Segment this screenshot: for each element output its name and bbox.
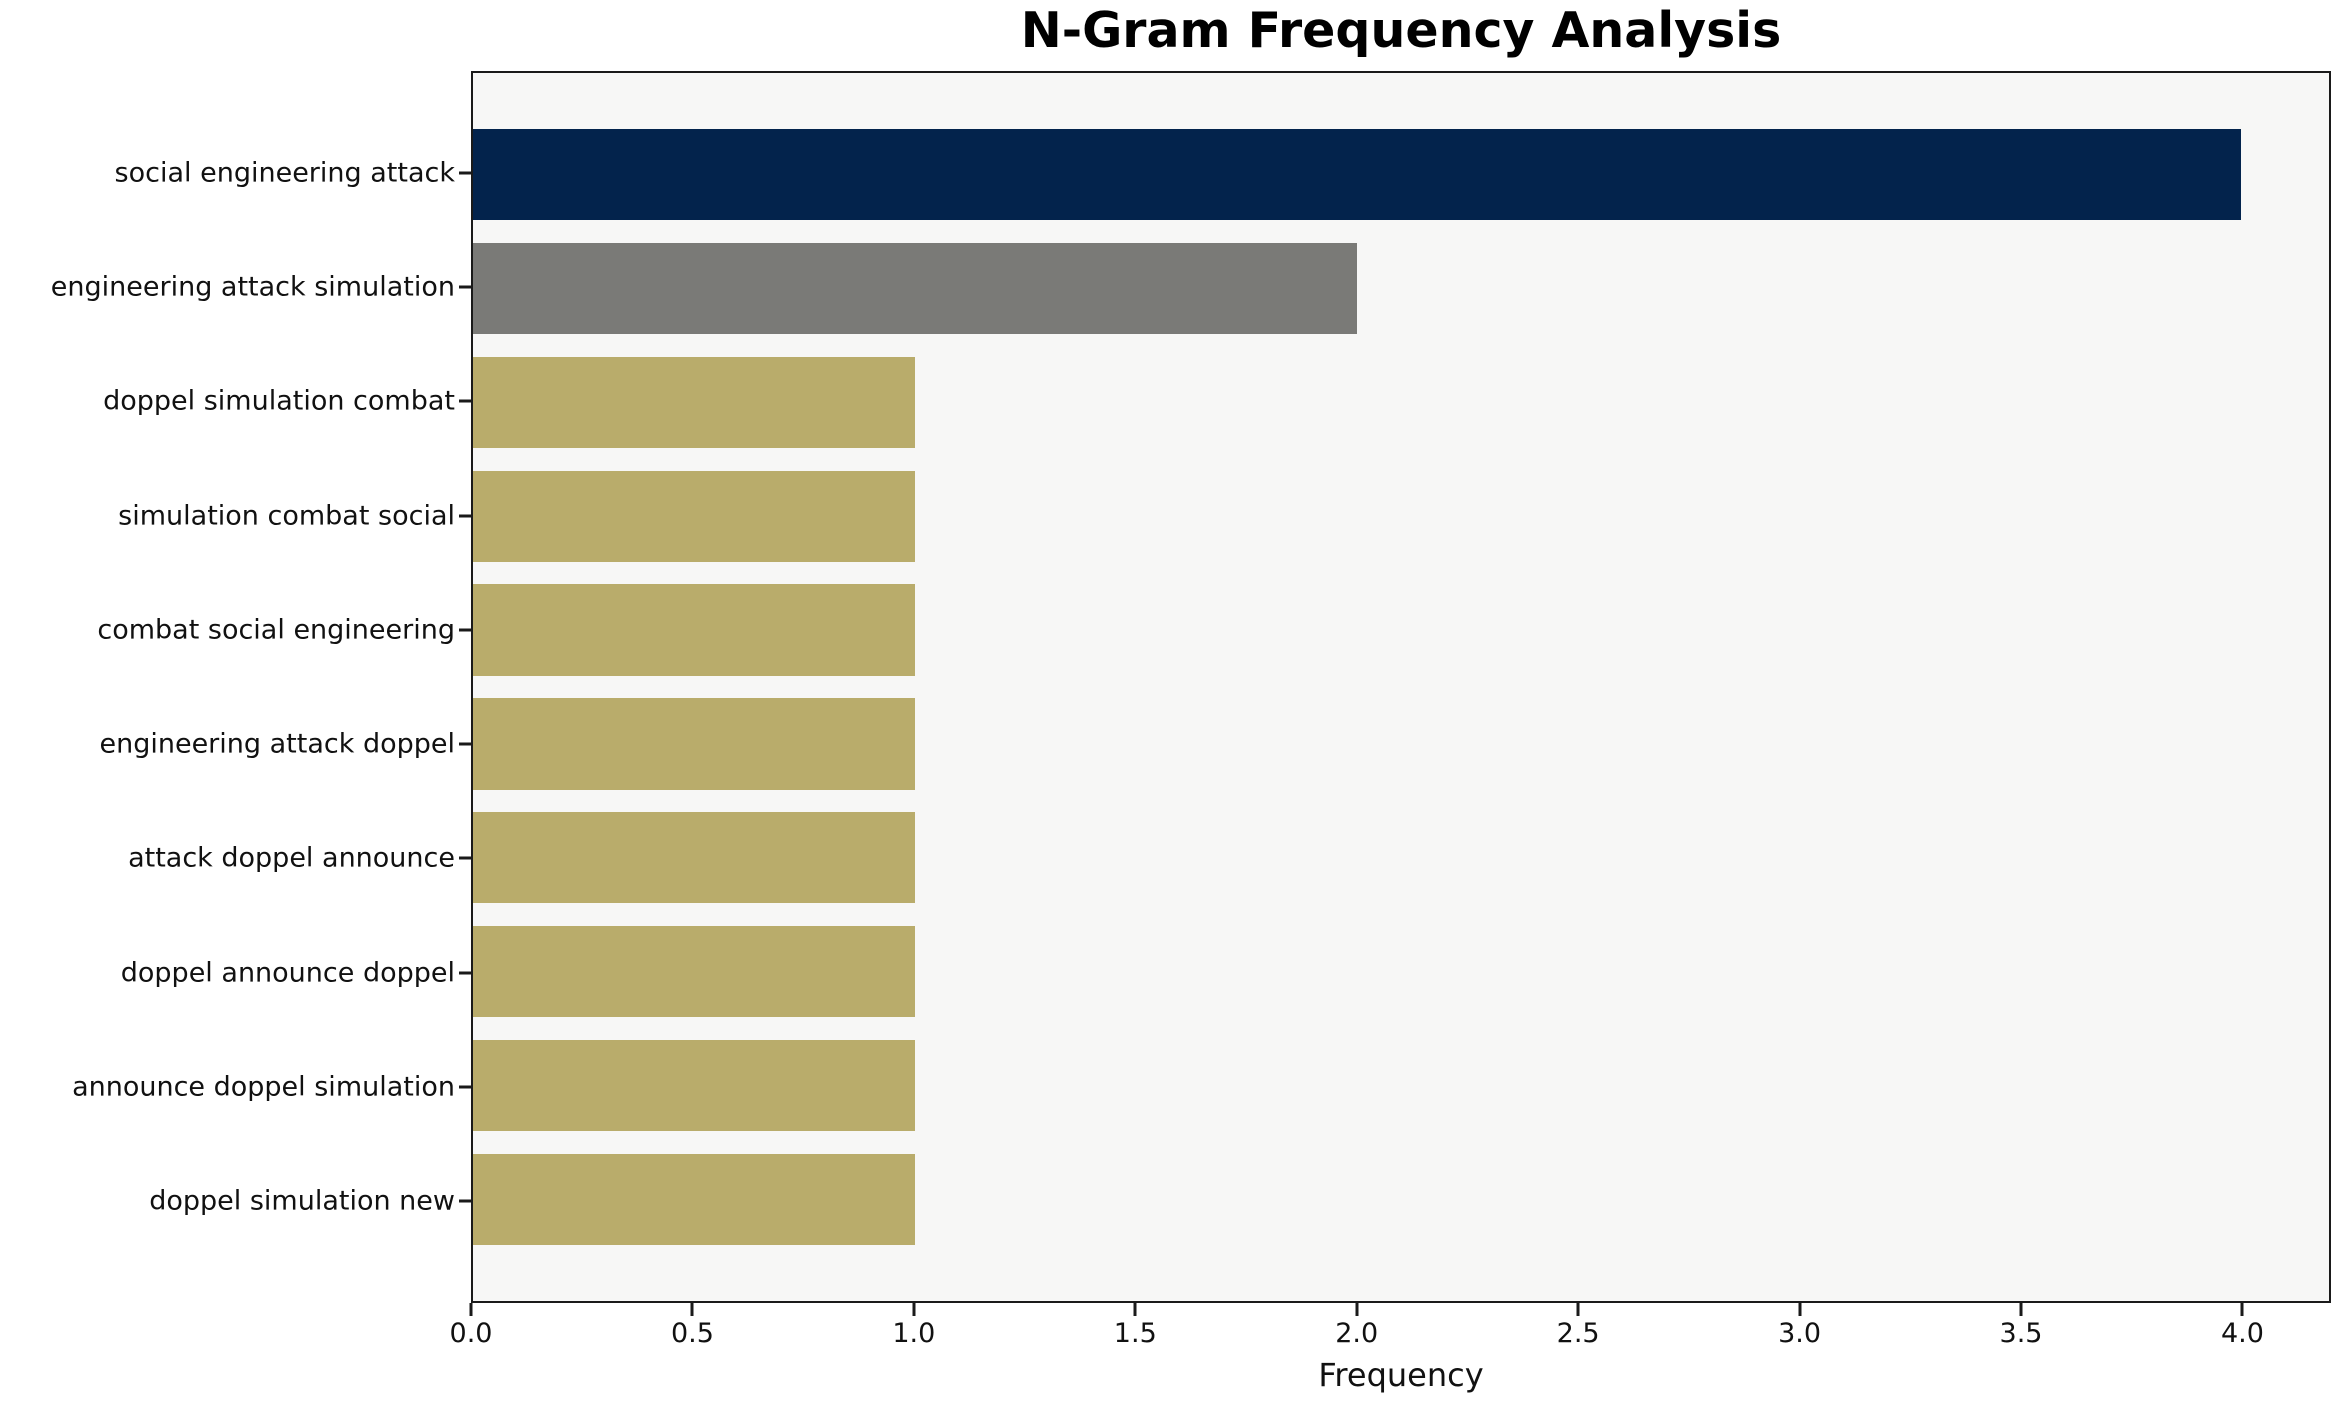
x-tick-mark xyxy=(1576,1303,1580,1316)
y-tick-mark xyxy=(459,399,471,403)
y-tick-label: doppel simulation new xyxy=(149,1185,455,1217)
x-tick-mark xyxy=(912,1303,916,1316)
x-tick-label: 2.0 xyxy=(1335,1318,1379,1349)
y-tick-label: combat social engineering xyxy=(97,614,455,646)
x-tick-mark xyxy=(690,1303,694,1316)
y-tick-label: engineering attack doppel xyxy=(99,728,455,760)
y-tick-label: announce doppel simulation xyxy=(72,1071,455,1103)
y-tick-label: doppel simulation combat xyxy=(103,385,455,417)
y-tick-mark xyxy=(459,742,471,746)
x-tick-label: 3.5 xyxy=(1999,1318,2043,1349)
x-tick-label: 2.5 xyxy=(1556,1318,1600,1349)
x-tick-mark xyxy=(1798,1303,1802,1316)
bar xyxy=(473,470,915,562)
y-tick-mark xyxy=(459,971,471,975)
x-tick-label: 4.0 xyxy=(2220,1318,2264,1349)
y-tick-mark xyxy=(459,514,471,518)
bar xyxy=(473,242,1357,334)
y-tick-mark xyxy=(459,1085,471,1089)
x-tick-label: 0.0 xyxy=(449,1318,493,1349)
bar xyxy=(473,812,915,904)
bar xyxy=(473,1154,915,1246)
x-axis-tick-labels: 0.0 0.5 1.0 1.5 2.0 2.5 3.0 3.5 4.0 xyxy=(450,1318,2331,1352)
y-tick-mark xyxy=(459,628,471,632)
bar xyxy=(473,698,915,790)
y-tick-mark xyxy=(459,285,471,289)
x-tick-mark xyxy=(1133,1303,1137,1316)
y-tick-label: engineering attack simulation xyxy=(50,271,455,303)
x-tick-mark xyxy=(1355,1303,1359,1316)
x-tick-mark xyxy=(469,1303,473,1316)
bar xyxy=(473,926,915,1018)
y-tick-mark xyxy=(459,1199,471,1203)
bar xyxy=(473,1040,915,1132)
y-tick-mark xyxy=(459,171,471,175)
y-tick-label: simulation combat social xyxy=(118,500,455,532)
plot-area xyxy=(471,71,2331,1303)
x-axis-label: Frequency xyxy=(1318,1356,1484,1394)
y-tick-mark xyxy=(459,856,471,860)
y-tick-label: doppel announce doppel xyxy=(120,957,455,989)
y-tick-label: attack doppel announce xyxy=(128,842,455,874)
bar xyxy=(473,584,915,676)
bar xyxy=(473,356,915,448)
y-axis-tick-marks xyxy=(459,71,471,1303)
x-tick-label: 0.5 xyxy=(670,1318,714,1349)
x-axis-tick-marks xyxy=(469,1303,2331,1317)
y-tick-label: social engineering attack xyxy=(114,157,455,189)
x-tick-label: 1.5 xyxy=(1113,1318,1157,1349)
x-tick-label: 1.0 xyxy=(892,1318,936,1349)
x-tick-mark xyxy=(2240,1303,2244,1316)
chart-title: N-Gram Frequency Analysis xyxy=(1020,2,1782,59)
bar xyxy=(473,128,2241,220)
x-tick-label: 3.0 xyxy=(1778,1318,1822,1349)
y-axis-labels: social engineering attack engineering att… xyxy=(0,71,471,1303)
x-tick-mark xyxy=(2019,1303,2023,1316)
